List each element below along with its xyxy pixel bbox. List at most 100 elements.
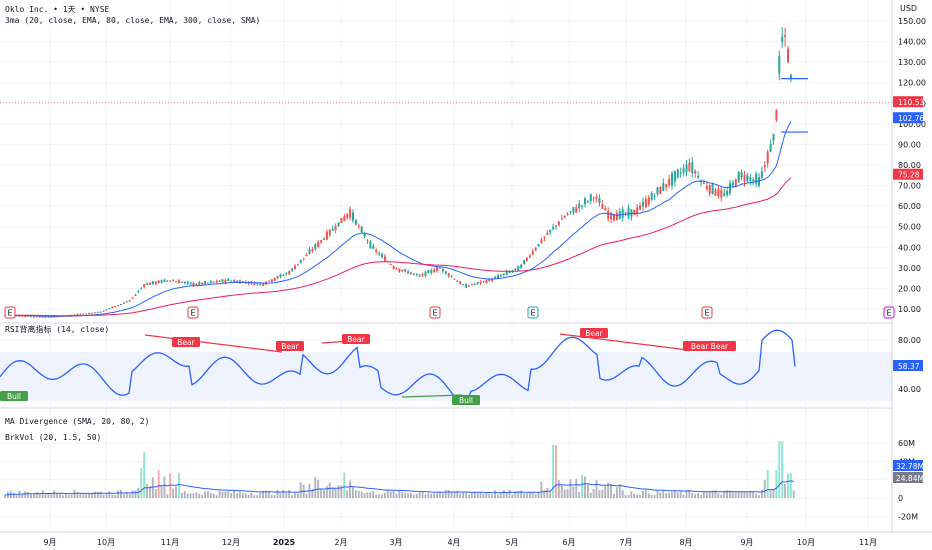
price-label-tag[interactable]: 110.53: [893, 96, 924, 108]
volume-bar: [470, 492, 473, 498]
tag-background: [452, 395, 480, 405]
time-tick-label[interactable]: 8月: [679, 538, 692, 547]
candle-body: [366, 240, 369, 242]
time-tick-label[interactable]: 11月: [161, 538, 179, 547]
earnings-marker[interactable]: E: [187, 306, 199, 319]
price-tick-label: 50.00: [898, 223, 921, 232]
time-tick-label[interactable]: 12月: [222, 538, 240, 547]
candle-body: [604, 208, 607, 211]
volume-bar: [450, 492, 453, 498]
tag-background: [0, 391, 28, 401]
volume-bar: [607, 482, 610, 498]
rsi-tick-label: 40.00: [898, 385, 921, 394]
candle-body: [685, 164, 688, 172]
rsi-bear-tag[interactable]: Bear: [580, 328, 608, 338]
time-axis[interactable]: 9月 10月 11月 12月 2025 2月 3月 4月 5月 6月 7月 8月 9月 10月 11月: [43, 538, 877, 547]
time-tick-label[interactable]: 9月: [740, 538, 753, 547]
earnings-marker[interactable]: E: [701, 306, 713, 319]
candle-body: [215, 280, 218, 283]
volume-bar: [711, 490, 714, 498]
markers: Bear Bear Bear Bear Bear Bear Bull Bull E E E E E E: [0, 306, 895, 405]
time-tick-label[interactable]: 3月: [389, 538, 402, 547]
candle-body: [273, 277, 276, 281]
candles: [4, 27, 792, 318]
volume-bar: [325, 485, 328, 498]
volume-bar: [76, 492, 79, 498]
symbol-legend: Oklo Inc. • 1天 • NYSE: [5, 5, 110, 14]
rsi-bull-tag[interactable]: Bull: [0, 391, 28, 401]
candle-body: [360, 226, 363, 233]
candle-body: [720, 189, 723, 198]
time-tick-label[interactable]: 5月: [505, 538, 518, 547]
volume-bar: [343, 472, 346, 498]
volume-bar: [401, 491, 404, 498]
time-tick-label[interactable]: 11月: [859, 538, 877, 547]
price-label-tag[interactable]: 75.28: [893, 168, 923, 180]
volume-bar: [691, 493, 694, 498]
candle-body: [131, 297, 134, 299]
earnings-marker[interactable]: E: [527, 306, 539, 319]
candle-body: [601, 204, 604, 209]
candle-body: [514, 268, 517, 270]
candle-body: [488, 278, 491, 282]
volume-bar: [230, 493, 233, 498]
candle-body: [517, 265, 520, 271]
ma-divergence-legend: MA Divergence (SMA, 20, 80, 2): [5, 417, 150, 426]
volume-bar: [769, 489, 772, 498]
price-label-tag[interactable]: 102.76: [893, 112, 924, 124]
rsi-bear-tag[interactable]: Bear Bear: [683, 341, 736, 351]
volume-tick-label: 60M: [898, 439, 915, 448]
time-tick-label[interactable]: 2025: [273, 538, 296, 547]
rsi-bear-tag[interactable]: Bear: [342, 334, 370, 344]
candle-body: [740, 172, 743, 178]
candle-body: [288, 271, 291, 275]
candle-body: [717, 188, 720, 197]
volume-bar: [59, 493, 61, 498]
rsi-bear-tag[interactable]: Bear: [276, 341, 304, 351]
candle-body: [497, 275, 499, 278]
candle-body: [218, 280, 221, 282]
rsi-bear-tag[interactable]: Bear: [172, 337, 200, 347]
time-tick-label[interactable]: 6月: [562, 538, 575, 547]
time-tick-label[interactable]: 7月: [619, 538, 632, 547]
candle-body: [586, 201, 589, 203]
volume-bar: [305, 493, 308, 498]
volume-bar: [601, 489, 604, 498]
candle-body: [784, 35, 787, 37]
time-tick-label[interactable]: 10月: [97, 538, 115, 547]
volume-bar: [285, 493, 288, 498]
volume-value-tag[interactable]: 32.78M: [893, 460, 924, 471]
volume-value-tag[interactable]: 24.84M: [893, 472, 924, 483]
time-tick-label[interactable]: 9月: [43, 538, 56, 547]
rsi-axis[interactable]: 80.00 40.00 58.37: [893, 336, 923, 394]
earnings-marker[interactable]: E: [4, 306, 16, 319]
candle-body: [473, 283, 476, 285]
candle-body: [186, 281, 189, 284]
candle-body: [267, 280, 270, 282]
volume-bar: [633, 493, 636, 498]
time-tick-label[interactable]: 4月: [447, 538, 460, 547]
volume-bar: [740, 491, 743, 498]
time-tick-label[interactable]: 10月: [797, 538, 815, 547]
volume-bar: [485, 492, 488, 498]
earnings-icon: [527, 306, 539, 319]
candle-body: [88, 313, 91, 315]
earnings-marker[interactable]: E: [429, 306, 441, 319]
volume-bar: [354, 490, 357, 498]
candle-body: [401, 269, 404, 272]
rsi-bull-tag[interactable]: Bull: [452, 395, 480, 405]
price-axis[interactable]: 150.00140.00130.00120.00110.00100.0090.0…: [893, 17, 926, 314]
rsi-value-tag[interactable]: 58.37: [893, 360, 923, 371]
candle-body: [41, 316, 44, 318]
volume-bar: [514, 491, 517, 498]
rsi-tick-label: 80.00: [898, 336, 921, 345]
earnings-marker[interactable]: E: [883, 306, 895, 319]
volume-bar: [731, 492, 734, 498]
candle-body: [671, 173, 673, 186]
candle-body: [702, 182, 705, 184]
candle-body: [656, 187, 659, 195]
time-tick-label[interactable]: 2月: [334, 538, 347, 547]
candle-body: [140, 288, 143, 290]
